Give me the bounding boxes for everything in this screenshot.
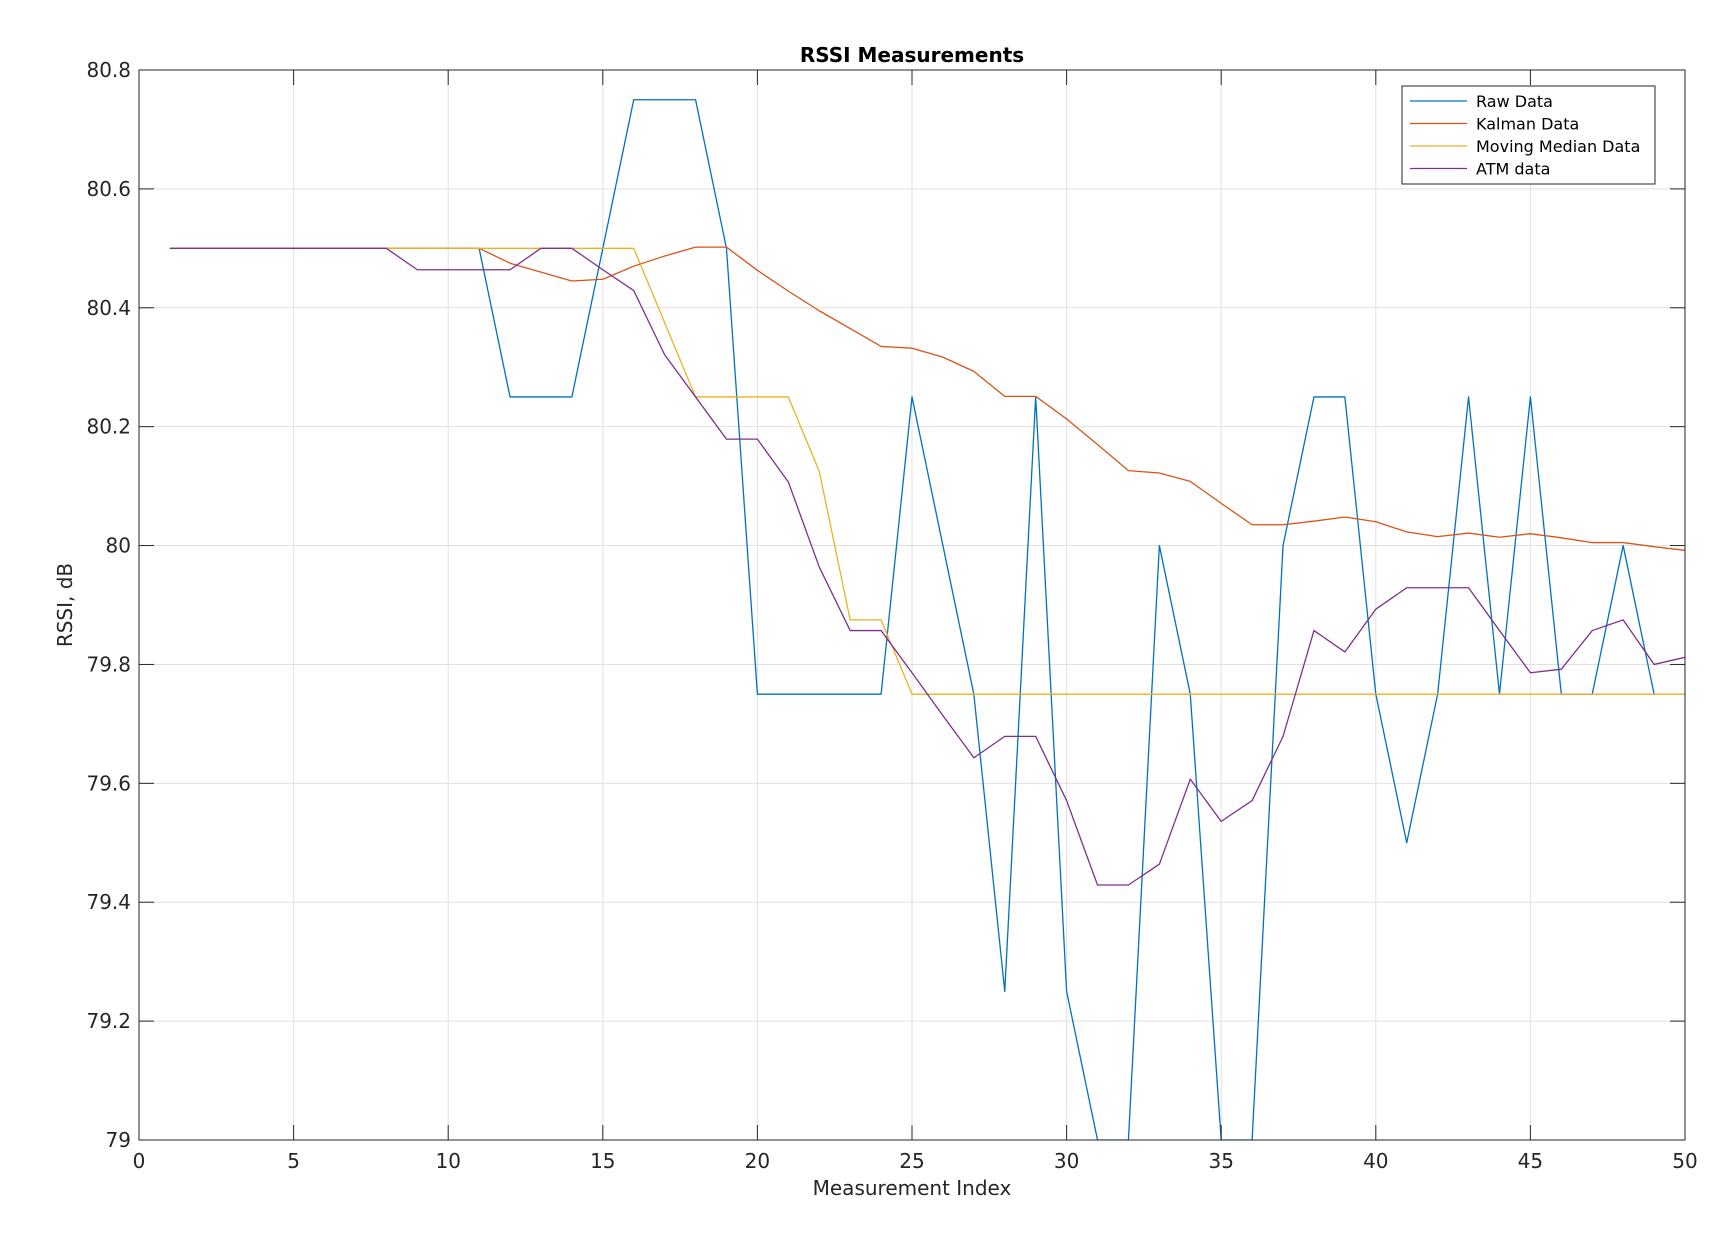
legend-label: Raw Data: [1476, 92, 1553, 111]
y-tick-label: 80: [106, 534, 131, 558]
series-line-3: [169, 247, 1685, 886]
legend-label: ATM data: [1476, 160, 1550, 179]
y-tick-label: 80.8: [86, 58, 131, 82]
axis-ticks: 0 5 10 15 20 25 30 35 40 45 50 79 79.2 79.4 79.6 79.8 80…: [86, 58, 1697, 1173]
x-tick-label: 35: [1208, 1149, 1233, 1173]
legend-label: Moving Median Data: [1476, 137, 1640, 156]
x-tick-label: 50: [1672, 1149, 1697, 1173]
y-tick-label: 80.6: [86, 177, 131, 201]
x-tick-label: 40: [1363, 1149, 1388, 1173]
legend-label: Kalman Data: [1476, 115, 1579, 134]
y-tick-label: 79: [106, 1128, 131, 1152]
y-tick-label: 79.2: [86, 1009, 131, 1033]
x-tick-label: 25: [899, 1149, 924, 1173]
x-tick-label: 30: [1054, 1149, 1079, 1173]
y-tick-label: 79.6: [86, 771, 131, 795]
x-axis-label: Measurement Index: [813, 1176, 1012, 1200]
x-tick-label: 45: [1518, 1149, 1543, 1173]
data-series: [169, 99, 1685, 1140]
chart-title: RSSI Measurements: [800, 43, 1024, 67]
y-tick-label: 79.8: [86, 652, 131, 676]
y-axis-label: RSSI, dB: [53, 563, 77, 647]
x-tick-label: 0: [133, 1149, 146, 1173]
legend-box: [1401, 85, 1656, 185]
y-tick-label: 80.2: [86, 415, 131, 439]
legend: Raw Data Kalman Data Moving Median Data ATM…: [1401, 85, 1656, 185]
x-tick-label: 15: [590, 1149, 615, 1173]
x-tick-label: 5: [287, 1149, 300, 1173]
y-tick-label: 79.4: [86, 890, 131, 914]
x-tick-label: 10: [435, 1149, 460, 1173]
x-tick-label: 20: [745, 1149, 770, 1173]
y-tick-label: 80.4: [86, 296, 131, 320]
